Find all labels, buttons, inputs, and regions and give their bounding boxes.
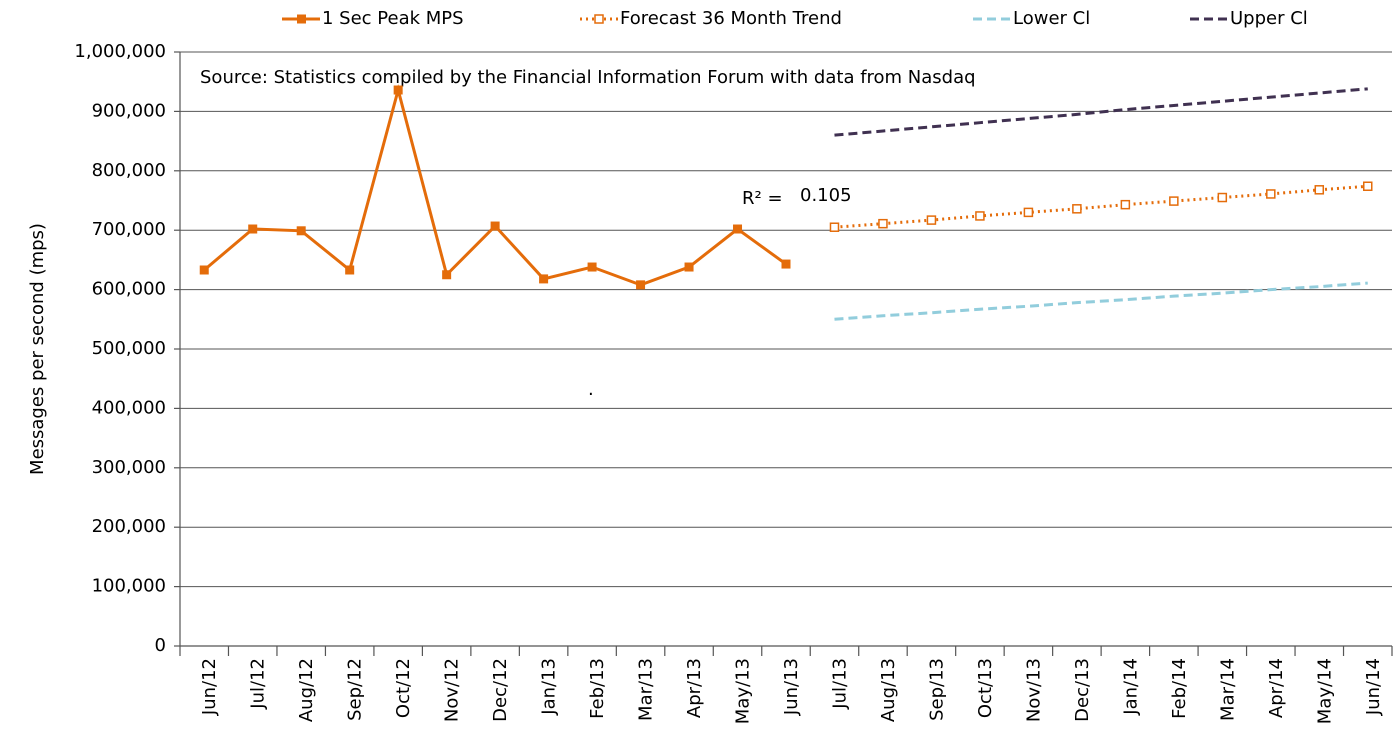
y-tick-label: 600,000 [92,279,166,300]
x-tick-label: Jan/14 [1120,658,1141,716]
x-tick-label: Jul/12 [248,658,269,710]
point-marker [829,222,840,232]
y-tick-label: 0 [155,635,166,656]
point-marker [684,262,694,272]
x-tick-label: May/13 [733,658,754,724]
x-tick-label: Aug/13 [878,658,899,722]
r-squared-label: R² = [742,188,783,209]
point-marker [442,270,452,280]
x-tick-label: Jun/12 [199,658,220,716]
legend-marker [594,14,604,24]
y-tick-label: 700,000 [92,219,166,240]
y-tick-label: 300,000 [92,457,166,478]
point-marker [781,259,791,269]
r-squared-value: 0.105 [800,185,852,206]
series-line [834,281,1368,321]
point-marker [975,211,985,221]
point-marker [1120,199,1131,210]
point-marker [1363,181,1373,191]
y-tick-label: 500,000 [92,338,166,359]
legend-label: Forecast 36 Month Trend [620,8,842,29]
y-tick-label: 200,000 [92,516,166,537]
stray-dot: . [588,379,594,400]
y-tick-label: 100,000 [92,576,166,597]
x-tick-label: Feb/14 [1169,658,1190,719]
y-tick-label: 800,000 [92,160,166,181]
point-marker [587,262,597,272]
x-tick-label: Nov/12 [442,658,463,722]
series-line [203,84,787,287]
x-tick-label: Dec/12 [490,658,511,722]
x-tick-label: Mar/13 [636,658,657,721]
x-tick-label: Mar/14 [1217,658,1238,721]
legend-label: 1 Sec Peak MPS [322,8,464,29]
x-tick-label: Nov/13 [1023,658,1044,722]
point-marker [926,215,937,225]
x-tick-label: Sep/13 [926,658,947,721]
point-marker [393,85,403,95]
y-tick-label: 1,000,000 [74,41,166,62]
x-tick-label: Oct/13 [975,658,996,718]
point-marker [199,265,209,275]
legend-marker [297,14,306,24]
x-tick-label: Apr/14 [1266,658,1287,718]
point-marker [345,265,355,275]
point-marker [1217,192,1228,203]
point-marker [490,221,500,231]
x-tick-label: Sep/12 [345,658,366,721]
legend-label: Lower Cl [1013,8,1090,29]
x-tick-label: Feb/13 [587,658,608,719]
point-marker [1314,185,1325,195]
point-marker [539,274,549,284]
y-axis-title: Messages per second (mps) [27,223,48,475]
y-tick-label: 900,000 [92,100,166,121]
x-tick-label: May/14 [1314,658,1335,724]
point-marker [878,218,888,229]
legend-label: Upper Cl [1230,8,1308,29]
x-tick-label: Jun/13 [781,658,802,716]
point-marker [296,226,306,236]
x-tick-label: Jul/13 [829,658,850,710]
x-tick-label: Apr/13 [684,658,705,718]
x-tick-label: Jun/14 [1363,658,1384,716]
y-tick-label: 400,000 [92,397,166,418]
point-marker [733,224,743,234]
point-marker [248,224,258,234]
point-marker [1266,189,1276,199]
point-marker [1072,204,1082,214]
x-tick-label: Jan/13 [539,658,560,716]
series-line [834,87,1368,137]
point-marker [1169,196,1179,206]
x-tick-label: Dec/13 [1072,658,1093,722]
x-tick-label: Aug/12 [296,658,317,722]
source-note: Source: Statistics compiled by the Finan… [200,67,976,88]
x-tick-label: Oct/12 [393,658,414,718]
point-marker [1023,207,1034,218]
point-marker [636,280,646,290]
series-line [834,184,1368,229]
